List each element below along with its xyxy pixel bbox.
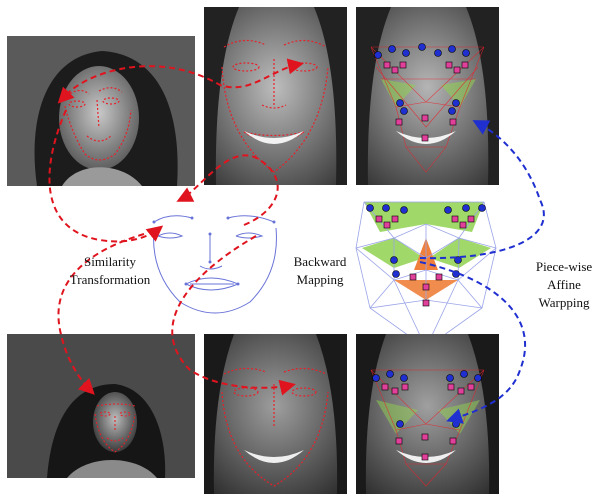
aligned-face-photo-bottom <box>204 334 347 494</box>
triangulated-mesh <box>354 188 499 358</box>
backward-mapping-label: Backward Mapping <box>293 254 347 287</box>
warped-face-photo-bottom <box>356 334 499 494</box>
warped-face-photo-top <box>356 7 499 185</box>
original-face-photo-bottom <box>7 334 195 478</box>
piecewise-affine-warping-label: Piece-wise Affine Warpping <box>535 259 593 310</box>
mean-shape-landmarks <box>140 192 290 322</box>
aligned-face-photo-top <box>204 7 347 185</box>
similarity-transformation-label: Similarity Transformation <box>69 254 151 287</box>
original-face-photo-top <box>7 36 195 186</box>
